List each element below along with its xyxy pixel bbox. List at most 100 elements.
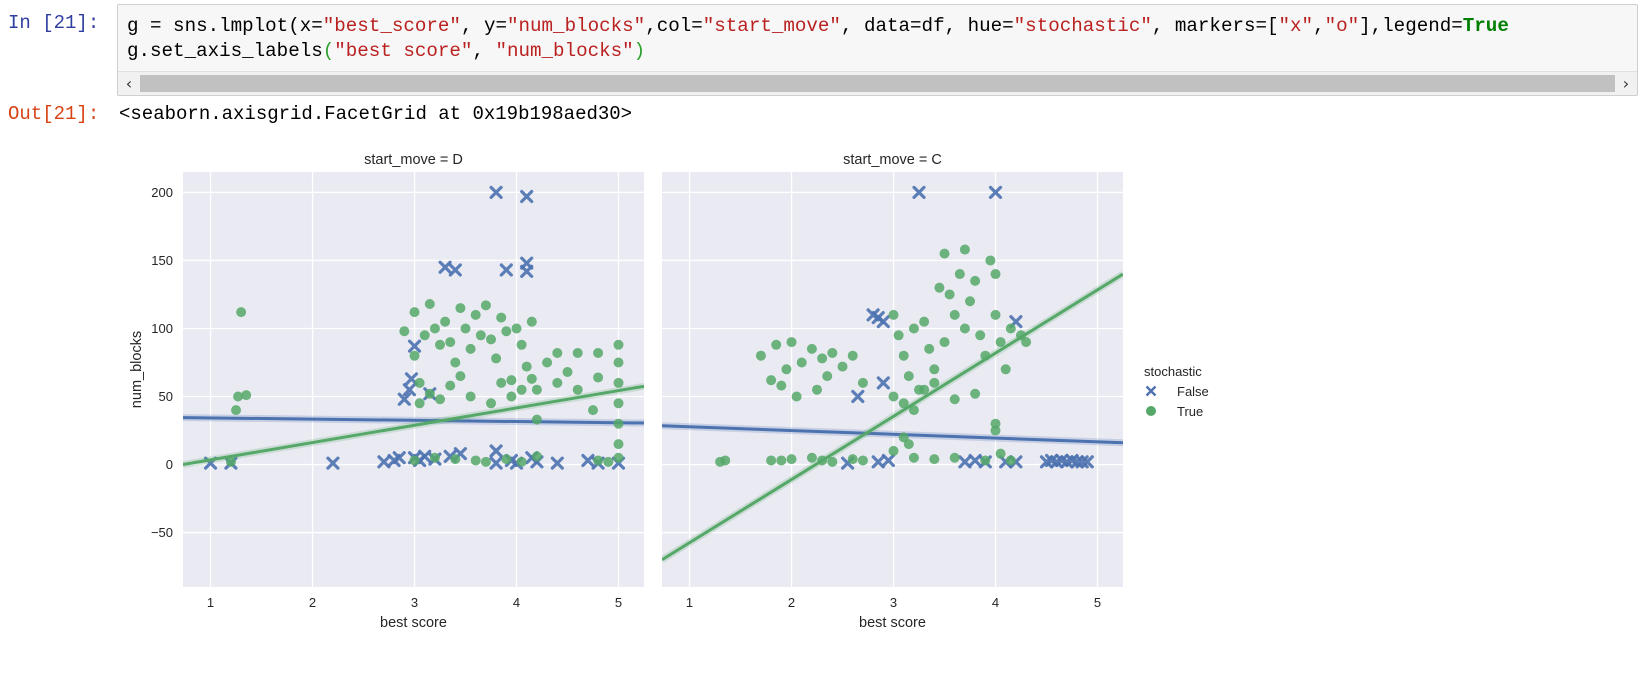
scatter-point-true <box>593 347 604 358</box>
scatter-point-false <box>392 451 406 465</box>
scatter-point-true <box>975 330 986 341</box>
x-tick-label: 3 <box>411 595 418 610</box>
scatter-point-true <box>827 456 838 467</box>
legend-marker-true <box>1146 406 1156 416</box>
code-token: "o" <box>1324 15 1360 37</box>
scatter-point-true <box>965 296 976 307</box>
output-repr: <seaborn.axisgrid.FacetGrid at 0x19b198a… <box>119 103 633 125</box>
panel-marks <box>183 185 644 470</box>
scatter-point-true <box>450 357 461 368</box>
x-tick-label: 2 <box>309 595 316 610</box>
x-tick-label: 4 <box>513 595 520 610</box>
scatter-point-true <box>440 316 451 327</box>
scatter-point-true <box>491 353 502 364</box>
y-tick-label: 200 <box>151 185 173 200</box>
scatter-point-true <box>414 377 425 388</box>
scatter-point-true <box>766 455 777 466</box>
scatter-point-true <box>531 384 542 395</box>
scatter-point-true <box>516 456 527 467</box>
code-token: g.set_axis_labels <box>127 40 323 62</box>
code-token: True <box>1462 15 1509 37</box>
scatter-point-true <box>944 289 955 300</box>
scatter-point-true <box>470 455 481 466</box>
scatter-point-true <box>552 377 563 388</box>
scatter-point-false <box>499 263 513 277</box>
scatter-point-true <box>613 398 624 409</box>
scatter-point-true <box>475 330 486 341</box>
x-tick-label: 5 <box>615 595 622 610</box>
scatter-point-true <box>409 350 420 361</box>
regression-line <box>183 416 644 425</box>
scatter-point-false <box>326 456 340 470</box>
code-editor[interactable]: g = sns.lmplot(x="best_score", y="num_bl… <box>127 14 1509 64</box>
panel-title: start_move = C <box>843 152 942 168</box>
scatter-point-true <box>888 391 899 402</box>
code-line-2: g.set_axis_labels("best score", "num_blo… <box>127 39 1509 64</box>
scatter-point-true <box>995 448 1006 459</box>
scatter-point-false <box>851 389 865 404</box>
scatter-point-true <box>613 339 624 350</box>
scatter-point-true <box>893 330 904 341</box>
scatter-point-true <box>970 275 981 286</box>
code-token: ( <box>322 40 335 62</box>
code-token: "num_blocks" <box>495 40 634 62</box>
scatter-point-true <box>939 248 950 259</box>
scatter-point-true <box>465 391 476 402</box>
scatter-point-false <box>448 263 462 277</box>
scatter-point-true <box>460 323 471 334</box>
scatter-point-true <box>542 357 553 368</box>
scroll-left-icon[interactable]: ‹ <box>125 74 133 93</box>
scatter-point-true <box>903 371 914 382</box>
scatter-point-true <box>501 326 512 337</box>
regression-line <box>662 272 1123 562</box>
scatter-point-true <box>506 375 517 386</box>
scatter-point-true <box>455 371 466 382</box>
code-token: , <box>472 40 496 62</box>
scatter-point-true <box>516 339 527 350</box>
code-token: "num_blocks" <box>507 15 646 37</box>
scatter-point-false <box>402 383 417 397</box>
scatter-point-true <box>857 455 868 466</box>
scatter-point-true <box>822 371 833 382</box>
scatter-point-true <box>241 390 252 401</box>
scrollbar-thumb[interactable] <box>140 75 1615 92</box>
scatter-point-false <box>876 376 890 390</box>
scatter-point-true <box>225 456 236 467</box>
horizontal-scrollbar[interactable]: ‹ › <box>118 71 1637 95</box>
scatter-point-true <box>812 384 823 395</box>
scatter-point-false <box>1080 455 1094 469</box>
scatter-point-true <box>613 418 624 429</box>
code-token: , markers=[ <box>1151 15 1279 37</box>
scatter-point-true <box>817 353 828 364</box>
scatter-point-true <box>776 455 787 466</box>
scatter-point-true <box>588 405 599 416</box>
legend-title: stochastic <box>1144 364 1202 379</box>
code-cell-input[interactable]: g = sns.lmplot(x="best_score", y="num_bl… <box>117 4 1638 96</box>
scatter-point-true <box>980 455 991 466</box>
y-axis-label: num_blocks <box>129 331 145 408</box>
scatter-point-true <box>429 323 440 334</box>
scatter-point-true <box>827 347 838 358</box>
x-tick-label: 1 <box>686 595 693 610</box>
scatter-point-true <box>613 439 624 450</box>
scatter-point-true <box>531 451 542 462</box>
plot-background <box>662 172 1123 587</box>
scatter-point-true <box>908 405 919 416</box>
scatter-point-true <box>516 384 527 395</box>
scatter-point-false <box>968 453 982 468</box>
scatter-point-true <box>898 398 909 409</box>
scatter-point-true <box>771 339 782 350</box>
scroll-right-icon[interactable]: › <box>1622 74 1630 93</box>
scatter-point-true <box>898 350 909 361</box>
code-token: "stochastic" <box>1013 15 1152 37</box>
scatter-point-true <box>949 309 960 320</box>
scatter-point-true <box>786 337 797 348</box>
scatter-point-true <box>806 452 817 463</box>
scatter-point-true <box>511 323 522 334</box>
scatter-point-true <box>562 367 573 378</box>
scatter-point-true <box>572 384 583 395</box>
scatter-point-true <box>970 388 981 399</box>
x-tick-label: 3 <box>890 595 897 610</box>
scatter-point-false <box>489 456 503 470</box>
